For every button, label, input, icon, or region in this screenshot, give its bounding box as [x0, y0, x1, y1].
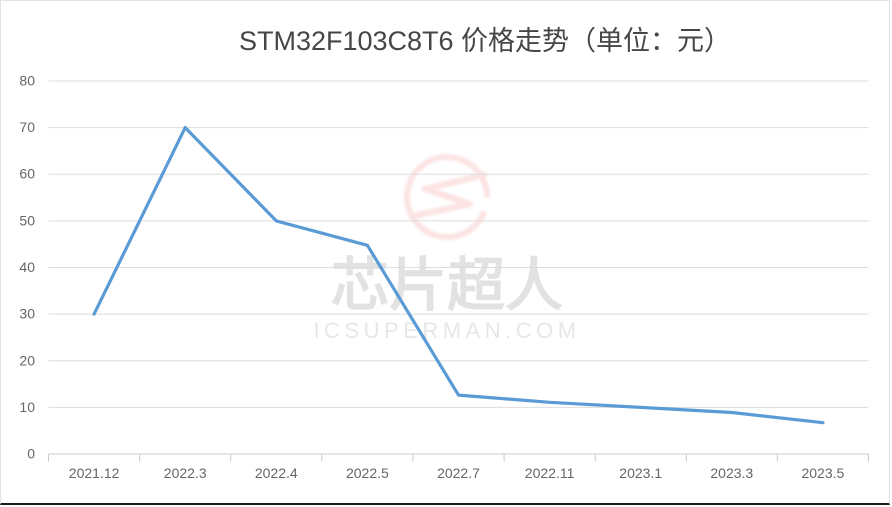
svg-text:60: 60	[19, 166, 35, 182]
svg-text:10: 10	[19, 399, 35, 415]
svg-text:80: 80	[19, 73, 35, 89]
svg-text:2023.5: 2023.5	[801, 465, 844, 481]
svg-text:40: 40	[19, 259, 35, 275]
svg-text:2023.3: 2023.3	[710, 465, 753, 481]
svg-text:20: 20	[19, 352, 35, 368]
svg-text:0: 0	[27, 446, 35, 462]
svg-text:2022.11: 2022.11	[525, 465, 575, 481]
svg-text:ICSUPERMAN.COM: ICSUPERMAN.COM	[313, 318, 580, 343]
svg-text:芯片超人: 芯片超人	[331, 253, 563, 318]
svg-text:2021.12: 2021.12	[69, 465, 120, 481]
svg-text:2022.3: 2022.3	[164, 465, 207, 481]
svg-text:30: 30	[19, 306, 35, 322]
svg-text:2022.5: 2022.5	[346, 465, 389, 481]
svg-text:50: 50	[19, 212, 35, 228]
svg-text:2023.1: 2023.1	[619, 465, 662, 481]
svg-text:2022.4: 2022.4	[255, 465, 298, 481]
svg-text:2022.7: 2022.7	[437, 465, 480, 481]
svg-text:70: 70	[19, 119, 35, 135]
